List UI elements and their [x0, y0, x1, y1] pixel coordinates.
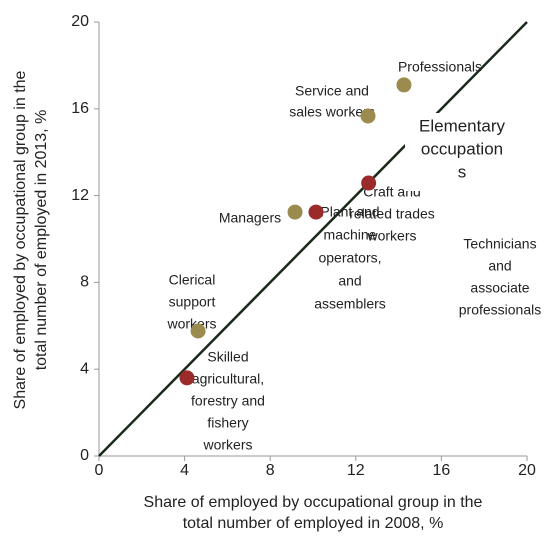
callout-label: occupation [421, 139, 503, 158]
x-axis-title: Share of employed by occupational group … [144, 494, 483, 511]
x-tick-label: 12 [347, 462, 365, 479]
y-tick-label: 12 [71, 187, 89, 204]
y-tick-label: 16 [71, 100, 89, 117]
point-label: Skilled [207, 349, 248, 365]
point [396, 77, 412, 93]
point-label: Service and [295, 83, 369, 99]
point-label: Technicians [463, 236, 536, 252]
x-axis-title: total number of employed in 2008, % [183, 515, 444, 532]
point [287, 204, 303, 220]
point-label: Plant and [320, 204, 379, 220]
callout-label: Elementary [419, 116, 505, 135]
y-tick-label: 20 [71, 13, 89, 30]
point-label: Professionals [398, 59, 482, 75]
point-label: and [488, 258, 511, 274]
x-tick-label: 8 [266, 462, 275, 479]
point-label: workers [202, 437, 252, 453]
point-label: Clerical [169, 272, 216, 288]
y-tick-label: 4 [80, 360, 89, 377]
x-tick-label: 20 [518, 462, 536, 479]
point-label: machine [324, 227, 377, 243]
point [190, 323, 206, 339]
point [361, 175, 377, 191]
y-tick-label: 0 [80, 447, 89, 464]
point-label: associate [470, 280, 529, 296]
point-label: workers [366, 228, 416, 244]
point [360, 108, 376, 124]
point-label: agricultural, [192, 371, 264, 387]
point-label: and [338, 273, 361, 289]
point-label: related trades [349, 206, 435, 222]
point [308, 204, 324, 220]
point-label: assemblers [314, 296, 386, 312]
point-label: sales workers [289, 104, 375, 120]
point-label: support [169, 294, 216, 310]
x-tick-label: 4 [180, 462, 189, 479]
point-label: forestry and [191, 393, 265, 409]
point-label: Managers [219, 210, 281, 226]
y-tick-label: 8 [80, 274, 89, 291]
reference-line [98, 21, 528, 457]
point-label: professionals [459, 302, 542, 318]
point-label: operators, [318, 250, 381, 266]
callout-label: s [458, 162, 467, 181]
x-tick-label: 0 [95, 462, 104, 479]
x-tick-label: 16 [433, 462, 451, 479]
point-label: fishery [207, 415, 248, 431]
y-axis-title: Share of employed by occupational group … [12, 70, 29, 409]
y-axis-title: total number of employed in 2013, % [33, 110, 50, 371]
point [179, 370, 195, 386]
callout-box [405, 113, 518, 191]
